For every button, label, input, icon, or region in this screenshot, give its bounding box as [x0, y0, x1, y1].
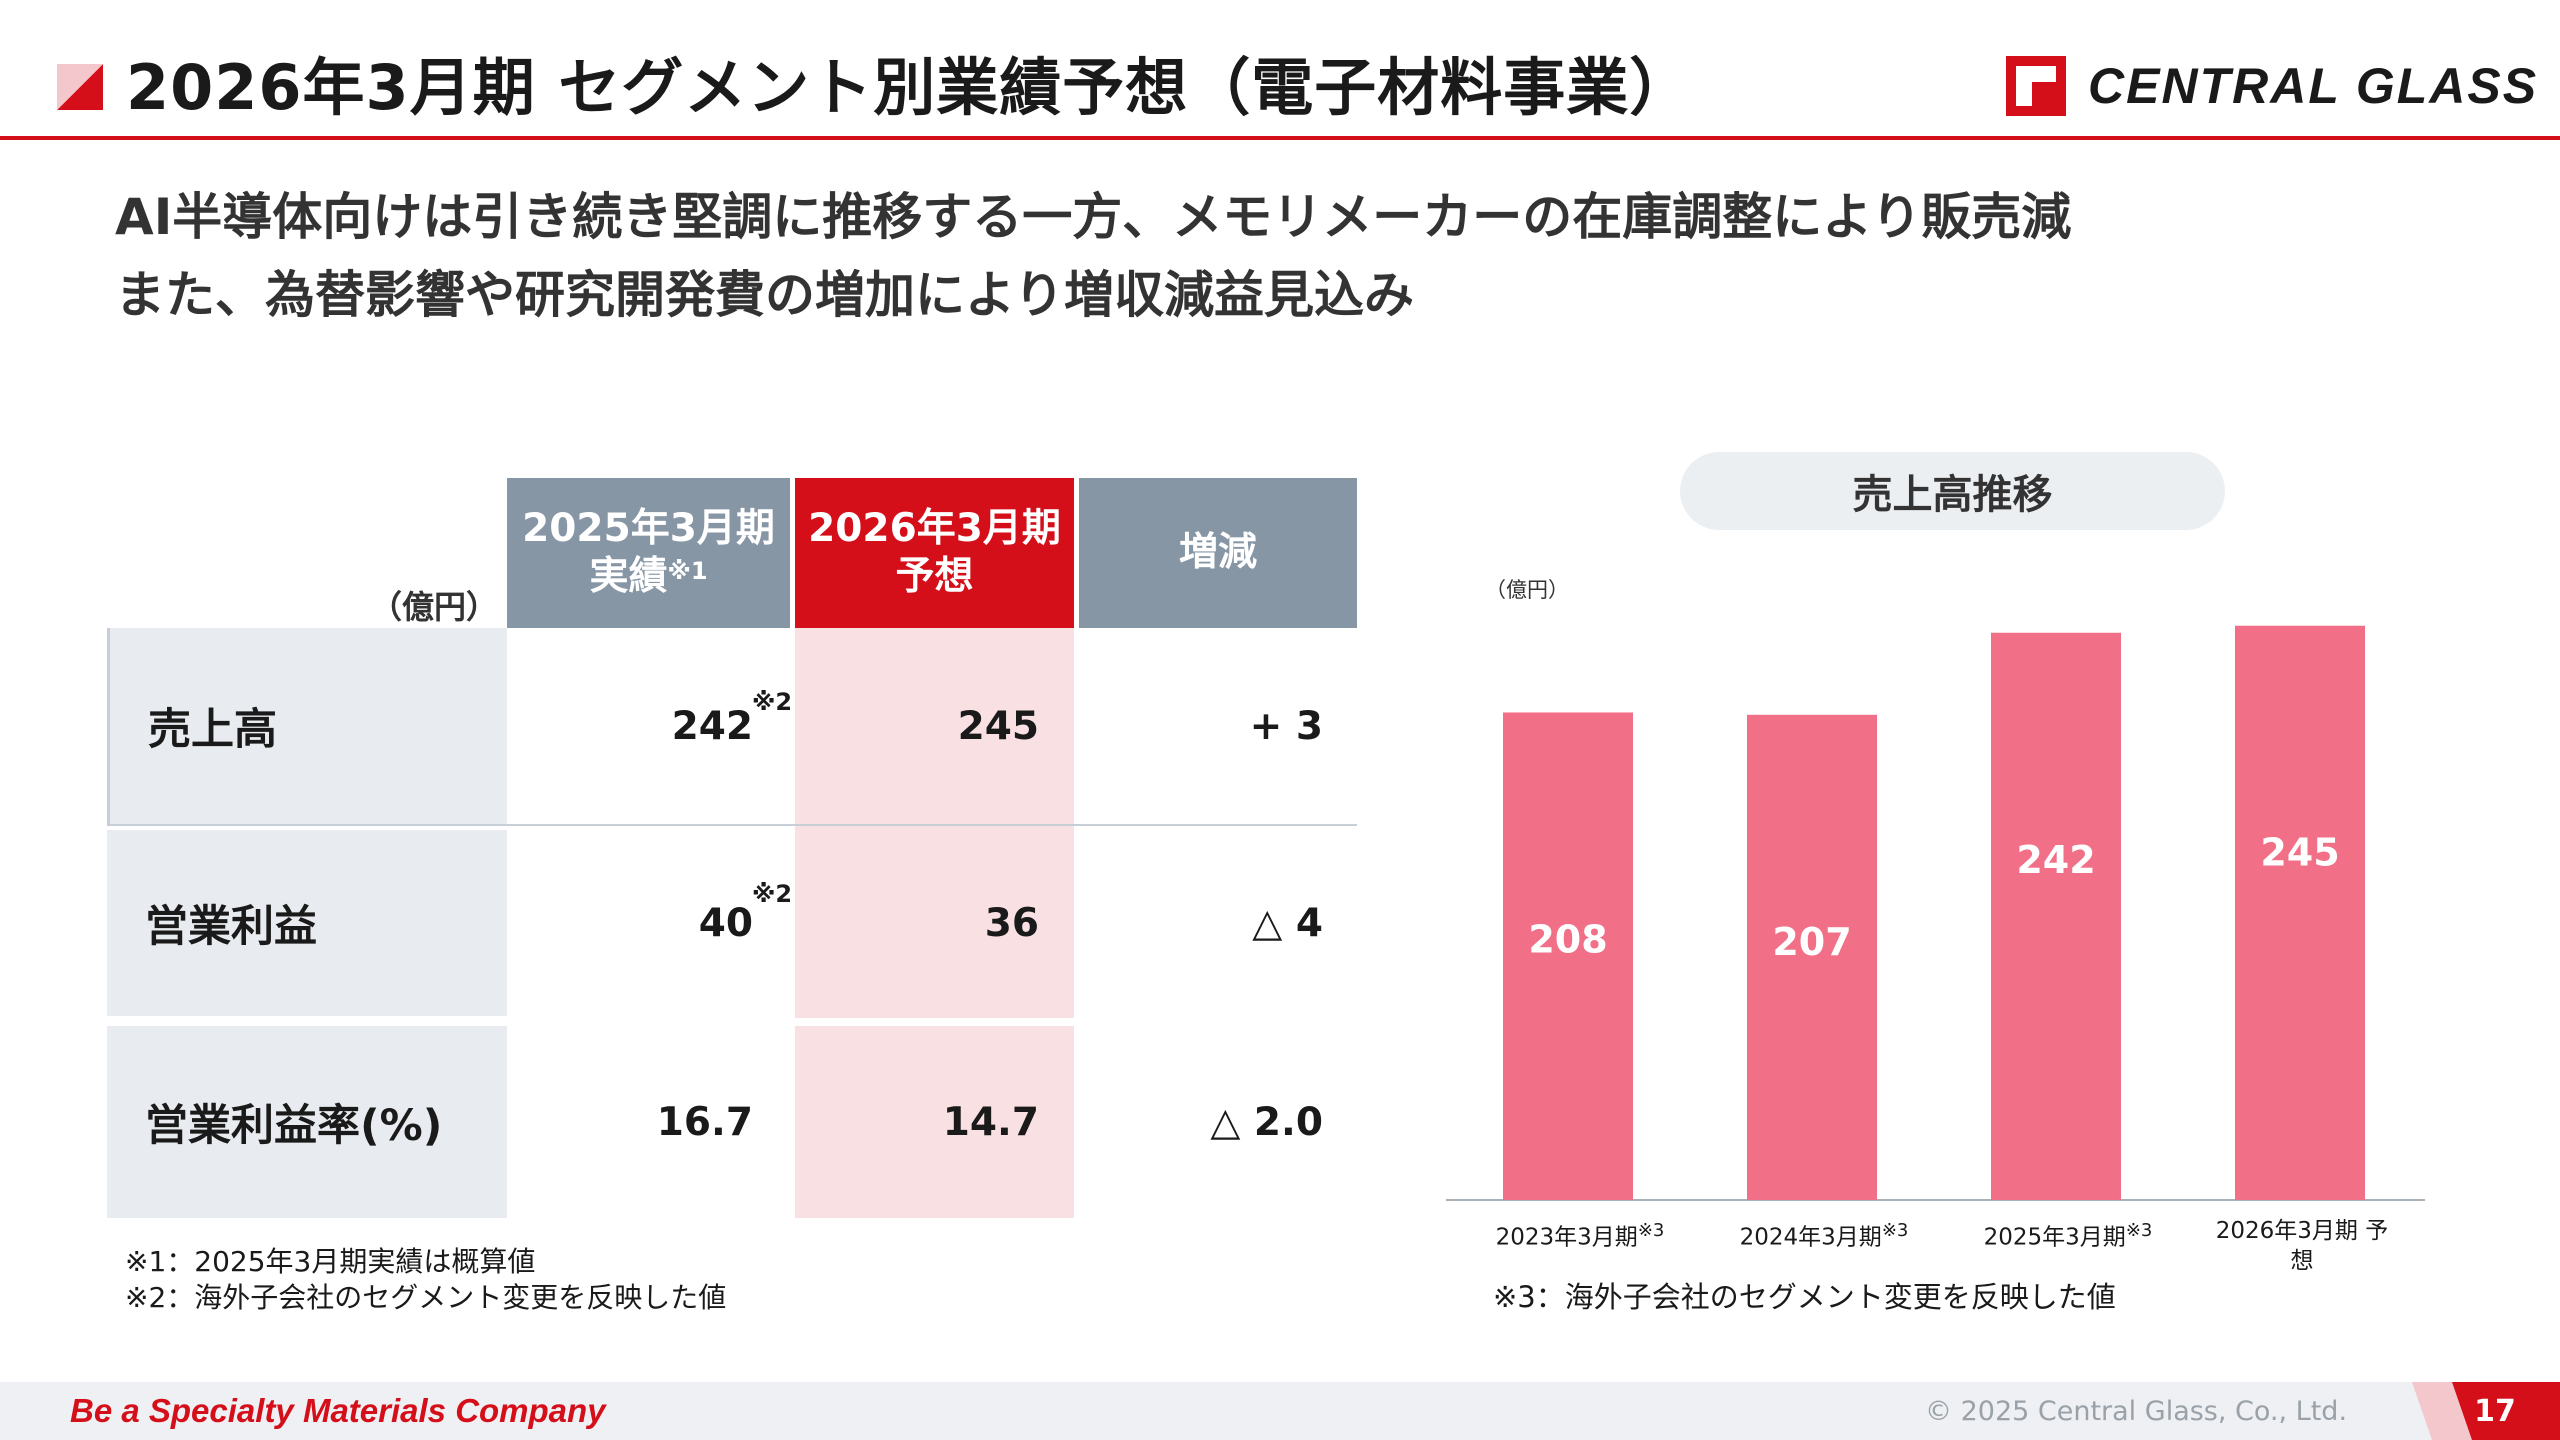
col-header-forecast-line1: 2026年3月期 — [808, 506, 1061, 551]
chart-note: ※3：海外子会社のセグメント変更を反映した値 — [1493, 1280, 2116, 1314]
page-title: 2026年3月期 セグメント別業績予想（電子材料事業） — [126, 51, 1693, 124]
col-header-change-label: 増減 — [1178, 530, 1257, 575]
cell-op-actual-note: ※2 — [752, 880, 793, 908]
x-label-2-note: ※3 — [2125, 1220, 2153, 1241]
bar-label-0: 208 — [1528, 917, 1607, 961]
subtitle-line-1: AI半導体向けは引き続き堅調に推移する一方、メモリメーカーの在庫調整により販売減 — [115, 188, 2072, 246]
row-divider — [107, 824, 1357, 826]
col-header-actual: 2025年3月期 実績※1 — [507, 478, 790, 628]
x-label-1-text: 2024年3月期 — [1739, 1224, 1882, 1251]
chart-title: 売上高推移 — [1680, 452, 2225, 530]
x-label-0-text: 2023年3月期 — [1495, 1224, 1638, 1251]
x-label-2-text: 2025年3月期 — [1983, 1224, 2126, 1251]
col-header-actual-line1: 2025年3月期 — [522, 506, 775, 551]
company-logo: CENTRAL GLASS — [2006, 56, 2538, 116]
table-unit: （億円） — [370, 588, 499, 626]
forecast-gap — [795, 1018, 1074, 1026]
bar-0 — [1503, 712, 1633, 1200]
footer-bar — [0, 1382, 2560, 1440]
sales-bar-chart: 208 207 242 245 — [1446, 625, 2425, 1201]
x-label-1: 2024年3月期※3 — [1724, 1216, 1924, 1253]
cell-margin-forecast: 14.7 — [942, 1099, 1039, 1145]
header-divider — [0, 136, 2560, 140]
x-label-0: 2023年3月期※3 — [1480, 1216, 1680, 1253]
col-header-actual-note: ※1 — [667, 557, 708, 585]
col-header-change: 増減 — [1079, 478, 1357, 628]
bar-2 — [1991, 632, 2121, 1200]
cell-op-change: △ 4 — [1252, 900, 1323, 946]
cell-op-actual: 40 — [698, 900, 753, 946]
chart-unit: （億円） — [1485, 578, 1569, 602]
x-label-1-note: ※3 — [1881, 1220, 1909, 1241]
bar-label-3: 245 — [2260, 831, 2339, 875]
table-note-1: ※1：2025年3月期実績は概算値 — [125, 1245, 536, 1278]
x-label-2: 2025年3月期※3 — [1968, 1216, 2168, 1253]
cell-margin-actual: 16.7 — [656, 1099, 753, 1145]
x-label-3: 2026年3月期 予想 — [2215, 1218, 2389, 1274]
cell-op-forecast: 36 — [984, 900, 1039, 946]
title-mark-icon — [57, 64, 103, 110]
forecast-column-bg — [795, 628, 1074, 1218]
row-label-margin: 営業利益率(%) — [107, 1026, 507, 1218]
cell-sales-forecast: 245 — [957, 703, 1039, 749]
cell-margin-change: △ 2.0 — [1210, 1099, 1323, 1145]
cell-sales-actual-note: ※2 — [752, 688, 793, 716]
page-number-box — [2412, 1382, 2560, 1440]
subtitle-line-2: また、為替影響や研究開発費の増加により増収減益見込み — [115, 266, 1414, 324]
footer-tagline: Be a Specialty Materials Company — [70, 1392, 606, 1429]
page-number: 17 — [2474, 1394, 2516, 1429]
bar-3 — [2235, 625, 2365, 1200]
row-label-operating-profit: 営業利益 — [107, 830, 507, 1016]
bar-label-2: 242 — [2016, 838, 2095, 882]
bar-label-1: 207 — [1772, 920, 1851, 964]
logo-mark-icon — [2006, 56, 2066, 116]
bar-1 — [1747, 714, 1877, 1200]
row-label-sales: 売上高 — [107, 628, 507, 824]
x-label-0-note: ※3 — [1637, 1220, 1665, 1241]
table-note-2: ※2：海外子会社のセグメント変更を反映した値 — [125, 1281, 727, 1314]
col-header-forecast: 2026年3月期 予想 — [795, 478, 1074, 628]
logo-text: CENTRAL GLASS — [2088, 58, 2539, 114]
col-header-actual-line2: 実績 — [589, 554, 668, 599]
col-header-forecast-line2: 予想 — [895, 554, 974, 599]
cell-sales-change: + 3 — [1249, 703, 1323, 749]
cell-sales-actual: 242 — [671, 703, 753, 749]
footer-copyright: © 2025 Central Glass, Co., Ltd. — [1925, 1396, 2348, 1427]
